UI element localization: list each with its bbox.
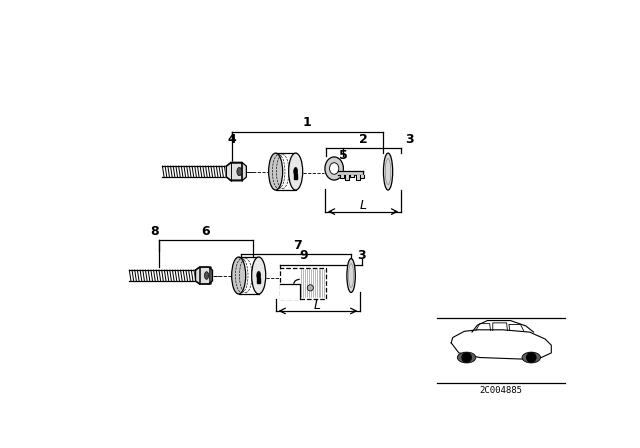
Polygon shape: [345, 175, 349, 181]
Polygon shape: [196, 267, 211, 284]
Ellipse shape: [289, 153, 303, 190]
Text: 2: 2: [359, 133, 368, 146]
Text: 7: 7: [293, 239, 301, 252]
Polygon shape: [360, 175, 364, 178]
Polygon shape: [196, 267, 212, 284]
Ellipse shape: [383, 153, 393, 190]
Text: 8: 8: [150, 225, 159, 238]
Ellipse shape: [237, 168, 242, 176]
Polygon shape: [294, 174, 297, 179]
Circle shape: [527, 353, 536, 362]
Ellipse shape: [269, 153, 283, 190]
Polygon shape: [163, 165, 227, 178]
Ellipse shape: [325, 157, 344, 180]
Circle shape: [307, 285, 314, 291]
Text: L: L: [359, 199, 366, 212]
Text: 6: 6: [201, 225, 210, 238]
Ellipse shape: [522, 352, 541, 363]
Text: 1: 1: [303, 116, 312, 129]
Polygon shape: [257, 278, 260, 283]
Ellipse shape: [204, 271, 209, 280]
Polygon shape: [227, 162, 246, 181]
Ellipse shape: [252, 257, 266, 294]
Ellipse shape: [257, 271, 260, 280]
Circle shape: [462, 353, 471, 362]
Ellipse shape: [330, 163, 339, 174]
Polygon shape: [232, 257, 266, 294]
Text: 3: 3: [405, 133, 413, 146]
Text: 2C004885: 2C004885: [480, 386, 523, 395]
Polygon shape: [356, 175, 360, 180]
Ellipse shape: [294, 168, 298, 176]
Text: 3: 3: [357, 250, 366, 263]
Text: 5: 5: [339, 149, 348, 162]
Text: L: L: [314, 299, 321, 312]
Ellipse shape: [347, 258, 355, 293]
Ellipse shape: [458, 352, 476, 363]
Polygon shape: [269, 153, 303, 190]
Polygon shape: [227, 163, 242, 180]
Polygon shape: [129, 269, 196, 282]
Polygon shape: [351, 175, 355, 177]
Text: 9: 9: [299, 250, 308, 263]
Polygon shape: [280, 284, 300, 299]
Polygon shape: [340, 175, 344, 178]
Ellipse shape: [232, 257, 246, 294]
Polygon shape: [338, 171, 363, 175]
Text: 4: 4: [227, 133, 236, 146]
